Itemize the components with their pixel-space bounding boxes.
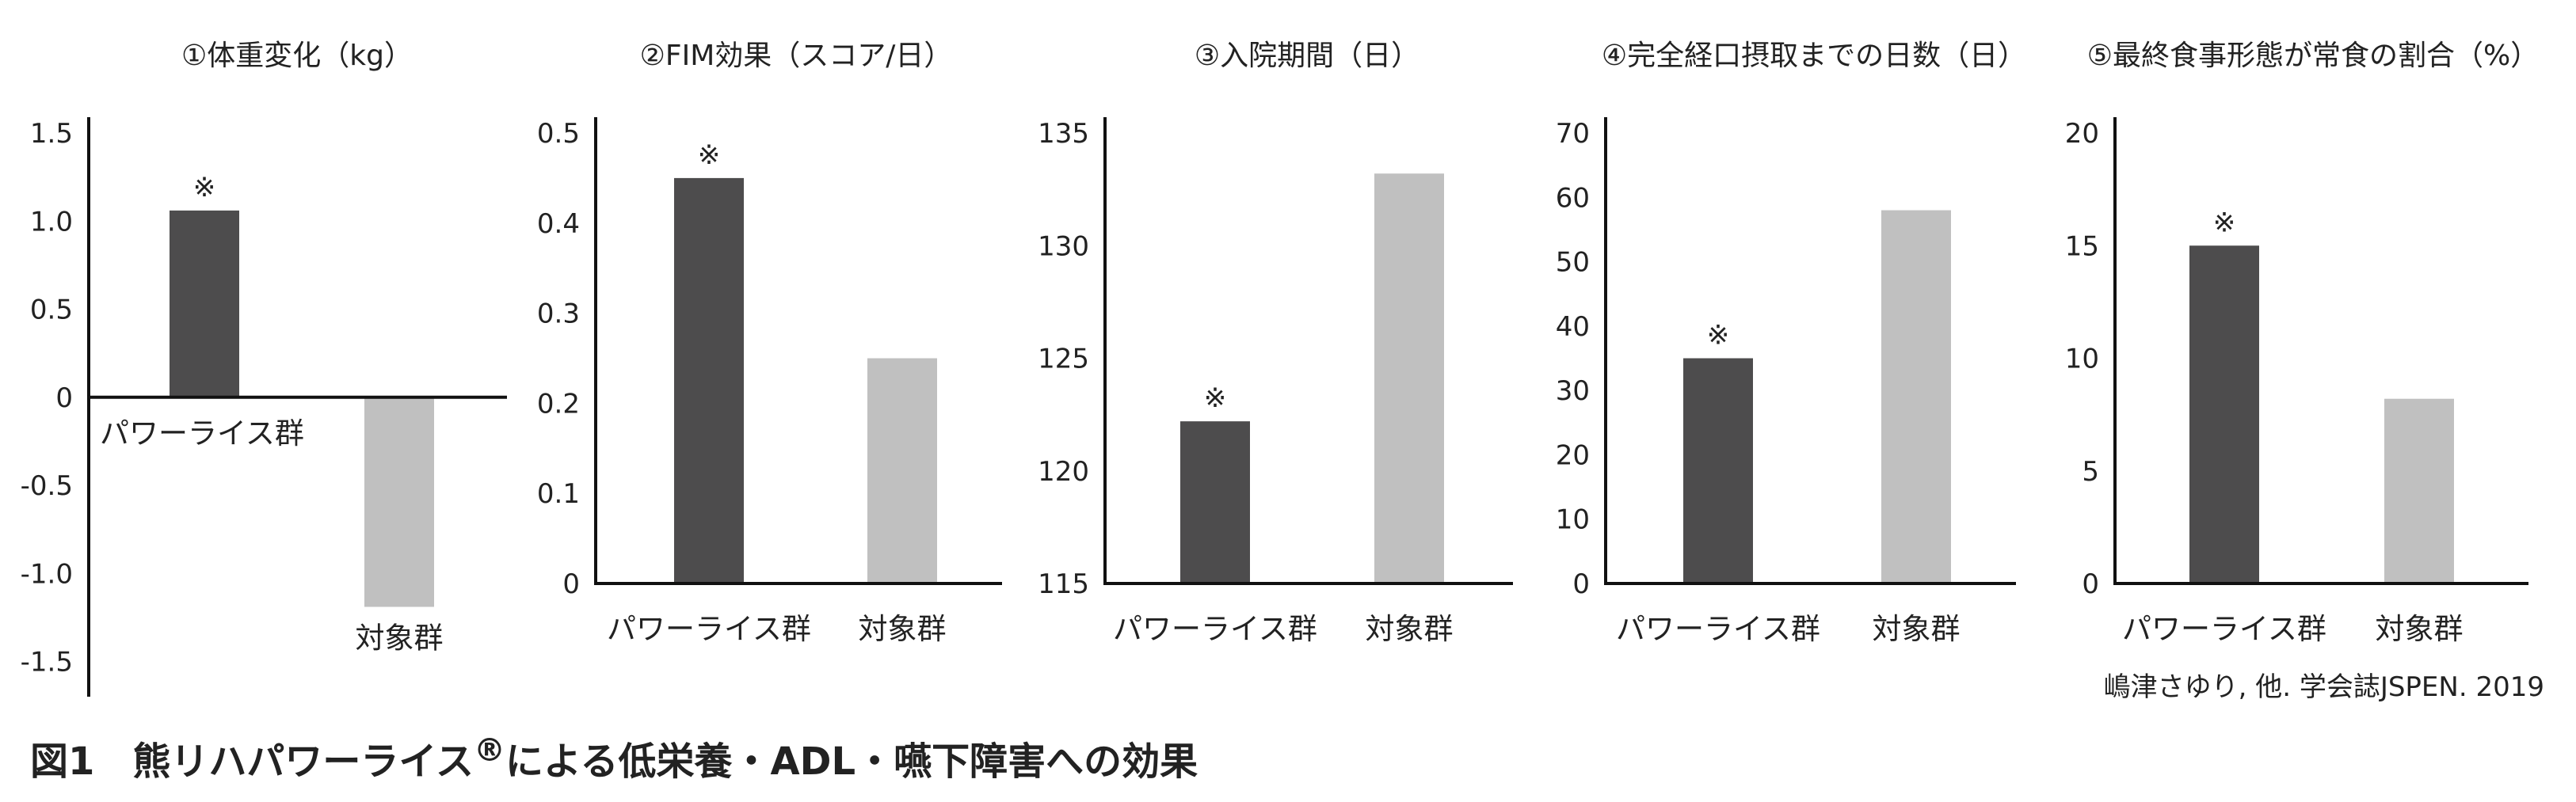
y-tick-label: 130: [1038, 230, 1089, 262]
figure-caption: 図1 熊リハパワーライス®による低栄養・ADL・嚥下障害への効果: [30, 730, 1198, 785]
bar-control: [2384, 398, 2454, 583]
bar-control: [1374, 173, 1444, 583]
category-label: 対象群: [1873, 612, 1961, 646]
y-tick-label: 60: [1556, 182, 1590, 214]
y-tick-label: 0.2: [537, 388, 580, 420]
chart-panel-1: ①体重変化（kg） 1.5 1.0 0.5 0 -0.5 -1.0 -1.5 ※ パワーライス群対…: [21, 40, 507, 697]
y-tick-label: 1.5: [30, 118, 73, 150]
y-tick-label: 20: [1556, 439, 1590, 471]
y-tick-label: 15: [2065, 230, 2099, 262]
category-label: パワーライス群: [2122, 612, 2326, 646]
bar-control: [867, 358, 937, 583]
y-tick-label: 0.3: [537, 298, 580, 330]
y-tick-label: 10: [1556, 504, 1590, 536]
y-tick-label: 0.5: [30, 295, 73, 326]
y-tick-label: 125: [1038, 344, 1089, 375]
y-tick-label: 1.0: [30, 206, 73, 238]
caption-text-before: 熊リハパワーライス: [132, 739, 474, 784]
category-label: 対象群: [1366, 612, 1454, 646]
y-tick-label: -0.5: [21, 470, 73, 502]
bar-control: [1881, 210, 1951, 583]
y-tick-label: 0.5: [537, 118, 580, 150]
bar-power-rice: [170, 210, 239, 397]
category-label: パワーライス群: [607, 612, 811, 646]
y-tick-label: 30: [1556, 375, 1590, 407]
significance-mark: ※: [698, 139, 721, 171]
y-tick-label: -1.5: [21, 647, 73, 678]
y-tick-label: 50: [1556, 247, 1590, 279]
y-tick-label: 10: [2065, 344, 2099, 375]
significance-mark: ※: [2213, 207, 2236, 238]
caption-text-after: による低栄養・ADL・嚥下障害への効果: [505, 739, 1198, 784]
chart-panel-5: ⑤最終食事形態が常食の割合（%） 20 15 10 5 0 ※ パワーライス群 対象群: [2065, 40, 2540, 646]
y-tick-label: 0: [562, 568, 580, 600]
bar-power-rice: [2189, 245, 2259, 583]
significance-mark: ※: [1204, 382, 1227, 414]
y-tick-label: 120: [1038, 456, 1089, 488]
chart-panel-3: ③入院期間（日） 135 130 125 120 115 ※ パワーライス群 対象群: [1038, 40, 1513, 646]
category-label: 対象群: [859, 612, 947, 646]
figure-charts: ①体重変化（kg）1.51.00.50-0.5-1.0-1.5※パワーライス群対…: [21, 40, 2540, 697]
category-label: 対象群: [2376, 612, 2464, 646]
y-tick-label: 70: [1556, 118, 1590, 150]
y-tick-label: 0.1: [537, 478, 580, 510]
y-tick-label: 40: [1556, 311, 1590, 343]
category-label: パワーライス群: [100, 416, 304, 450]
registered-mark: ®: [473, 732, 505, 769]
chart-title-5: ⑤最終食事形態が常食の割合（%）: [2087, 40, 2539, 72]
y-tick-label: 0: [55, 382, 73, 414]
significance-mark: ※: [1707, 320, 1730, 352]
chart-title-2: ②FIM効果（スコア/日）: [640, 40, 953, 72]
chart-title-1: ①体重変化（kg）: [181, 40, 413, 72]
y-tick-label: 115: [1038, 568, 1089, 600]
significance-mark: ※: [193, 172, 216, 203]
y-tick-label: 0: [1572, 568, 1590, 600]
bar-control: [364, 397, 434, 607]
y-tick-label: -1.0: [21, 558, 73, 590]
chart-panel-4: ④完全経口摂取までの日数（日） 70 60 50 40 30 20 10 0 ※ パワーライス群 対象…: [1556, 40, 2026, 646]
source-citation: 嶋津さゆり, 他. 学会誌JSPEN. 2019: [2103, 671, 2544, 703]
chart-title-3: ③入院期間（日）: [1195, 40, 1419, 72]
category-label: 対象群: [356, 621, 444, 656]
y-tick-label: 20: [2065, 118, 2099, 150]
category-label: パワーライス群: [1113, 612, 1317, 646]
bar-power-rice: [1683, 358, 1753, 583]
bar-power-rice: [1180, 421, 1250, 583]
chart-title-4: ④完全経口摂取までの日数（日）: [1602, 40, 2026, 72]
y-tick-label: 135: [1038, 118, 1089, 150]
y-tick-label: 0: [2082, 568, 2099, 600]
bar-power-rice: [674, 177, 744, 583]
chart-panel-2: ②FIM効果（スコア/日） 0.5 0.4 0.3 0.2 0.1 0 ※ パワーライス群 対象群: [537, 40, 1002, 646]
figure-number: 図1: [30, 739, 95, 784]
y-tick-label: 5: [2082, 456, 2099, 488]
category-label: パワーライス群: [1616, 612, 1820, 646]
y-tick-label: 0.4: [537, 208, 580, 240]
